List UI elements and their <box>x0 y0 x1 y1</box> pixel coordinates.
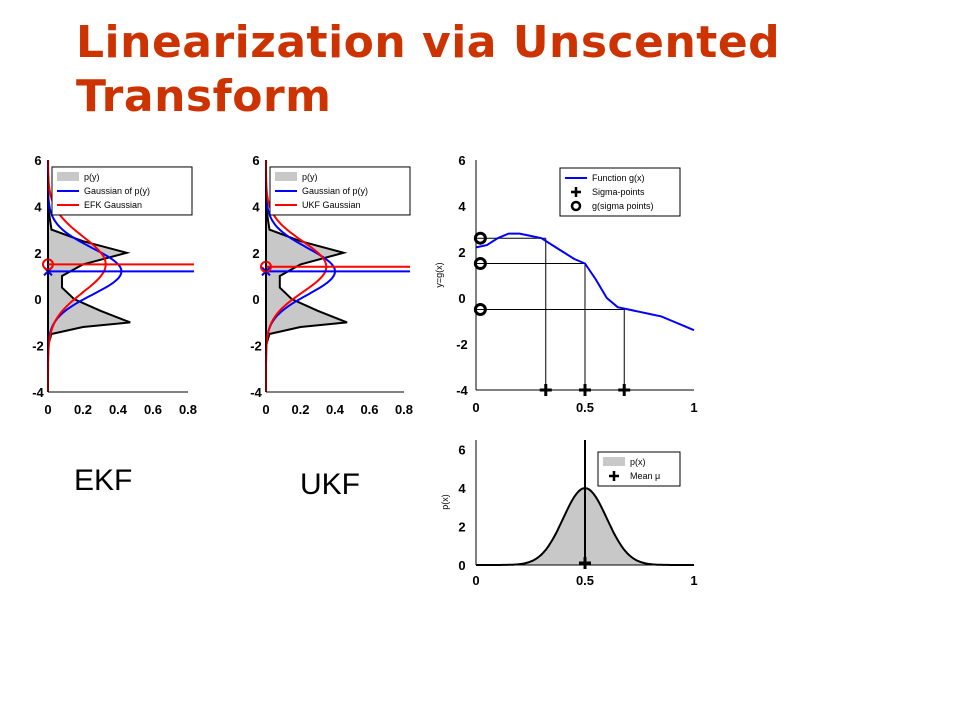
ekf-y-tick: 2 <box>34 246 41 261</box>
ekf-y-tick: 0 <box>34 292 41 307</box>
prior-mean-marker <box>579 557 591 569</box>
ekf-legend: p(y) Gaussian of p(y) EFK Gaussian <box>51 166 193 216</box>
ekf-x-tick: 0.8 <box>179 402 197 417</box>
ukf-density-area <box>265 160 348 392</box>
ukf-y-tick: 6 <box>252 153 259 168</box>
prior-x-tick: 0 <box>472 573 479 588</box>
function-legend-swatch-circle <box>570 200 582 212</box>
ekf-y-tick: -4 <box>32 385 44 400</box>
prior-legend-swatch-fill <box>603 457 625 466</box>
ekf-legend-swatch-fill <box>57 171 79 181</box>
ekf-x-tick: 0.4 <box>109 402 128 417</box>
function-legend-swatch-plus <box>571 187 581 197</box>
ukf-y-tick: 2 <box>252 246 259 261</box>
function-y-tick: -2 <box>456 337 468 352</box>
function-y-tick: 6 <box>458 153 465 168</box>
ukf-y-tick: 0 <box>252 292 259 307</box>
function-x-tick: 1 <box>690 400 697 415</box>
g-sigma-point-marker <box>473 257 487 270</box>
function-y-tick: -4 <box>456 383 468 398</box>
prior-legend-entry: p(x) <box>630 457 646 467</box>
ukf-legend-entry: p(y) <box>302 172 318 182</box>
ukf-x-tick: 0.8 <box>395 402 413 417</box>
ukf-x-tick: 0.2 <box>291 402 309 417</box>
ukf-y-tick: -2 <box>250 339 262 354</box>
ekf-label: EKF <box>74 464 133 497</box>
ukf-x-tick: 0 <box>262 402 269 417</box>
function-curve <box>475 232 695 332</box>
ekf-x-tick: 0.6 <box>144 402 162 417</box>
ekf-y-tick: 4 <box>34 199 42 214</box>
function-x-tick: 0 <box>472 400 479 415</box>
function-legend-entry: g(sigma points) <box>592 201 654 211</box>
ekf-legend-entry: p(y) <box>84 172 100 182</box>
ukf-legend: p(y) Gaussian of p(y) UKF Gaussian <box>269 166 411 216</box>
sigma-point-marker <box>539 384 552 396</box>
ekf-x-tick: 0 <box>44 402 51 417</box>
function-x-tick: 0.5 <box>576 400 594 415</box>
function-y-label: y=g(x) <box>434 262 444 287</box>
ukf-legend-swatch-fill <box>275 171 297 181</box>
ekf-legend-entry: Gaussian of p(y) <box>84 186 150 196</box>
sigma-point-marker <box>579 384 591 396</box>
prior-y-label: p(x) <box>440 494 450 510</box>
ukf-legend-entry: Gaussian of p(y) <box>302 186 368 196</box>
function-y-tick: 4 <box>458 199 466 214</box>
prior-legend: p(x) Mean μ <box>597 451 681 487</box>
ukf-y-tick: 4 <box>252 199 260 214</box>
ekf-y-tick: -2 <box>32 339 44 354</box>
function-y-tick: 0 <box>458 291 465 306</box>
prior-y-tick: 0 <box>458 558 465 573</box>
function-legend: Function g(x) Sigma-points g(sigma points) <box>559 167 681 217</box>
function-y-tick: 2 <box>458 245 465 260</box>
g-sigma-point-marker <box>473 303 487 316</box>
ukf-y-tick: -4 <box>250 385 262 400</box>
prior-y-tick: 4 <box>458 481 466 496</box>
ekf-density-area <box>47 160 131 392</box>
ekf-x-tick: 0.2 <box>74 402 92 417</box>
ekf-y-tick: 6 <box>34 153 41 168</box>
ukf-x-tick: 0.6 <box>360 402 378 417</box>
function-legend-entry: Sigma-points <box>592 187 645 197</box>
ukf-label: UKF <box>300 468 360 501</box>
function-legend-entry: Function g(x) <box>592 173 645 183</box>
prior-legend-swatch-plus <box>609 471 619 481</box>
ukf-x-tick: 0.4 <box>326 402 345 417</box>
prior-legend-entry: Mean μ <box>630 471 660 481</box>
g-sigma-point-marker <box>473 231 487 245</box>
ukf-legend-entry: UKF Gaussian <box>302 200 361 210</box>
prior-x-tick: 0.5 <box>576 573 594 588</box>
prior-x-tick: 1 <box>690 573 697 588</box>
ekf-legend-entry: EFK Gaussian <box>84 200 142 210</box>
sigma-point-marker <box>618 384 631 396</box>
prior-y-tick: 6 <box>458 443 465 458</box>
slide-title: Linearization via Unscented Transform <box>76 17 781 122</box>
prior-y-tick: 2 <box>458 520 465 535</box>
